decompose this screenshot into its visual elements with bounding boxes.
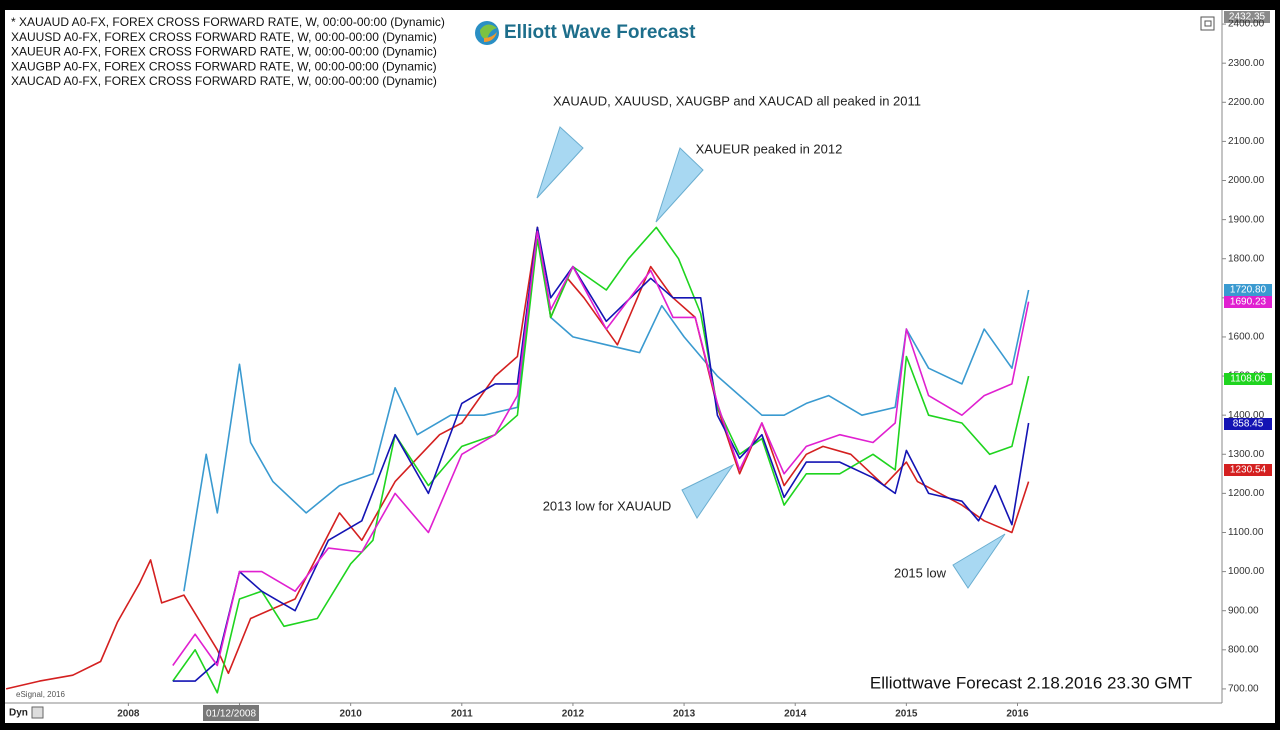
x-tick-label: 2014 bbox=[784, 709, 807, 720]
y-tick-label: 1000.00 bbox=[1228, 566, 1265, 577]
arrow bbox=[681, 463, 735, 519]
price-label: 1230.54 bbox=[1230, 465, 1267, 476]
legend-entry: XAUUSD A0-FX, FOREX CROSS FORWARD RATE, … bbox=[11, 30, 437, 44]
price-label-box bbox=[1224, 373, 1272, 385]
y-tick-label: 800.00 bbox=[1228, 644, 1259, 655]
arrow bbox=[655, 147, 704, 223]
legend-entry: XAUEUR A0-FX, FOREX CROSS FORWARD RATE, … bbox=[11, 45, 437, 59]
series-line bbox=[172, 226, 1030, 694]
chart-area bbox=[5, 10, 1275, 723]
logo-icon-leaf bbox=[480, 24, 497, 40]
axis-top-label: 2432.35 bbox=[1229, 12, 1266, 23]
x-tick-label: 2012 bbox=[562, 709, 585, 720]
price-label: 1690.23 bbox=[1230, 297, 1267, 308]
y-tick-label: 2300.00 bbox=[1228, 58, 1265, 69]
y-tick-label: 2000.00 bbox=[1228, 175, 1265, 186]
legend-entry: * XAUAUD A0-FX, FOREX CROSS FORWARD RATE… bbox=[11, 15, 445, 29]
annotation-arrows bbox=[536, 126, 1006, 589]
maximize-icon bbox=[1204, 20, 1212, 27]
price-label-box bbox=[1224, 418, 1272, 430]
interval-toggle[interactable] bbox=[31, 706, 44, 719]
y-tick-label: 700.00 bbox=[1228, 684, 1259, 695]
y-tick-label: 1300.00 bbox=[1228, 449, 1265, 460]
y-tick-label: 2200.00 bbox=[1228, 97, 1265, 108]
x-tick-label: 2011 bbox=[451, 709, 473, 720]
y-tick-label: 900.00 bbox=[1228, 605, 1259, 616]
annotation: 2015 low bbox=[894, 565, 947, 580]
arrow bbox=[536, 126, 584, 199]
annotation: XAUAUD, XAUUSD, XAUGBP and XAUCAD all pe… bbox=[553, 93, 921, 108]
cursor-date-box bbox=[203, 705, 259, 721]
price-label-box bbox=[1224, 284, 1272, 296]
x-tick-label: 2013 bbox=[673, 709, 696, 720]
y-tick-label: 1900.00 bbox=[1228, 214, 1265, 225]
cursor-date: 01/12/2008 bbox=[206, 709, 256, 720]
x-tick-label: 2010 bbox=[340, 709, 363, 720]
series-line bbox=[183, 226, 1030, 592]
interval-button[interactable]: Dyn bbox=[9, 708, 28, 719]
annotation: 2013 low for XAUAUD bbox=[543, 498, 672, 513]
legend-entry: XAUCAD A0-FX, FOREX CROSS FORWARD RATE, … bbox=[11, 74, 437, 88]
y-tick-label: 1800.00 bbox=[1228, 253, 1265, 264]
watermark: Elliottwave Forecast 2.18.2016 23.30 GMT bbox=[870, 673, 1192, 692]
source: eSignal, 2016 bbox=[16, 690, 65, 699]
legend-entry: XAUGBP A0-FX, FOREX CROSS FORWARD RATE, … bbox=[11, 59, 437, 73]
logo-text: Elliott Wave Forecast bbox=[504, 22, 696, 43]
series-line bbox=[172, 230, 1030, 667]
maximize-button[interactable] bbox=[1200, 16, 1215, 31]
axis-top-box bbox=[1224, 11, 1270, 23]
logo-icon-arc bbox=[484, 32, 497, 42]
x-tick-label: 2015 bbox=[895, 709, 918, 720]
arrow bbox=[952, 533, 1006, 589]
annotation: XAUEUR peaked in 2012 bbox=[696, 141, 843, 156]
y-tick-label: 1400.00 bbox=[1228, 410, 1265, 421]
x-tick-label: 2016 bbox=[1006, 709, 1029, 720]
price-label-box bbox=[1224, 464, 1272, 476]
price-label-box bbox=[1224, 296, 1272, 308]
y-tick-label: 1200.00 bbox=[1228, 488, 1265, 499]
price-label: 1720.80 bbox=[1230, 285, 1267, 296]
y-tick-label: 1100.00 bbox=[1228, 527, 1264, 538]
y-tick-label: 1600.00 bbox=[1228, 332, 1265, 343]
y-tick-label: 2400.00 bbox=[1228, 19, 1265, 30]
x-tick-label: 2008 bbox=[117, 709, 140, 720]
price-label: 858.45 bbox=[1233, 419, 1264, 430]
y-tick-label: 2100.00 bbox=[1228, 136, 1265, 147]
price-label: 1108.06 bbox=[1230, 374, 1266, 385]
